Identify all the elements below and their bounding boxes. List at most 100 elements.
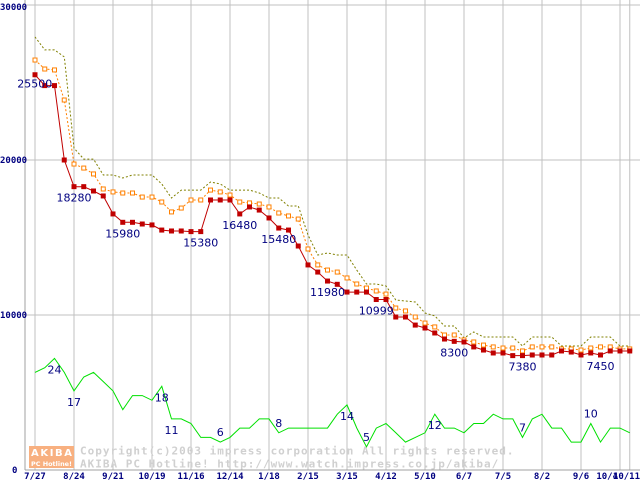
- data-point-min: [588, 350, 594, 356]
- data-point-min: [188, 229, 194, 235]
- x-tick-label: 6/7: [456, 472, 472, 480]
- min-price-label: 15980: [105, 227, 140, 240]
- y-tick-label: 30000: [0, 3, 27, 13]
- data-point-min: [315, 269, 321, 275]
- x-tick-label: 12/14: [216, 472, 244, 480]
- logo-box: [29, 446, 74, 468]
- site-url-text: AKIBA PC Hotline! http://www.watch.impre…: [80, 458, 499, 471]
- data-point-average: [178, 205, 184, 211]
- data-point-average: [110, 189, 116, 195]
- data-point-average: [32, 57, 38, 63]
- data-point-average: [471, 339, 477, 345]
- data-point-average: [139, 194, 145, 200]
- min-price-label: 25500: [17, 78, 52, 91]
- data-point-min: [169, 228, 174, 234]
- data-point-min: [549, 352, 555, 358]
- count-label: 7: [519, 421, 526, 434]
- data-point-min: [32, 72, 38, 78]
- data-point-average: [295, 216, 301, 222]
- data-point-average: [188, 197, 194, 203]
- data-point-average: [373, 288, 379, 294]
- data-point-min: [442, 336, 447, 342]
- data-point-min: [617, 348, 623, 354]
- data-point-min: [325, 278, 330, 284]
- data-point-min: [500, 350, 506, 356]
- data-point-average: [149, 194, 155, 200]
- data-point-average: [432, 324, 438, 330]
- data-point-min: [266, 215, 272, 221]
- data-point-average: [403, 308, 408, 314]
- x-tick-label: 8/2: [534, 472, 550, 480]
- data-point-average: [481, 342, 486, 348]
- data-point-average: [52, 67, 57, 73]
- data-point-average: [549, 344, 555, 350]
- series-line-average: [34, 59, 630, 352]
- data-point-average: [520, 348, 525, 354]
- data-labels: 25500 18280 15980 15380 16480 15480 11980 10999…: [17, 78, 614, 444]
- y-tick-label: 0: [12, 466, 17, 476]
- data-point-average: [315, 262, 321, 268]
- data-point-average: [61, 97, 67, 103]
- data-point-average: [451, 332, 457, 338]
- data-point-min: [247, 204, 252, 210]
- data-point-min: [71, 184, 77, 190]
- x-tick-label: 4/12: [375, 472, 397, 480]
- count-label: 10: [584, 408, 598, 421]
- count-label: 14: [340, 410, 354, 423]
- data-point-min: [539, 352, 545, 358]
- data-point-min: [490, 350, 496, 356]
- data-point-min: [52, 83, 57, 89]
- data-point-average: [578, 347, 584, 353]
- data-point-min: [354, 289, 360, 295]
- data-point-min: [256, 207, 262, 213]
- data-point-average: [286, 213, 291, 219]
- data-point-min: [568, 349, 574, 355]
- count-label: 6: [217, 426, 224, 439]
- data-point-average: [383, 291, 389, 297]
- data-point-average: [159, 199, 165, 205]
- min-price-label: 7380: [509, 361, 537, 374]
- data-point-min: [208, 197, 213, 203]
- x-tick-label: 1/18: [258, 472, 280, 480]
- series-group: [32, 36, 633, 448]
- data-point-min: [344, 289, 350, 295]
- count-label: 18: [155, 391, 169, 404]
- x-tick-label: 11/16: [177, 472, 204, 480]
- data-point-min: [120, 219, 126, 225]
- data-point-average: [529, 344, 535, 350]
- data-point-average: [305, 246, 311, 252]
- data-point-average: [393, 305, 399, 311]
- logo-text-bottom: PC Hotline!: [31, 460, 72, 468]
- min-price-label: 8300: [440, 346, 468, 359]
- data-point-average: [334, 269, 340, 275]
- data-point-min: [520, 353, 525, 359]
- copyright-text: Copyright(c)2003 impress corporation All…: [80, 445, 515, 458]
- x-tick-label: 8/24: [63, 472, 85, 480]
- data-point-min: [481, 347, 486, 353]
- data-point-min: [110, 211, 116, 217]
- data-point-min: [286, 227, 291, 233]
- data-point-average: [42, 66, 48, 72]
- data-point-average: [198, 197, 204, 203]
- grid: [24, 0, 640, 471]
- data-point-average: [588, 345, 594, 351]
- data-point-average: [607, 344, 613, 350]
- x-tick-label: 10/19: [138, 472, 165, 480]
- x-tick-label: 7/5: [495, 472, 511, 480]
- data-point-min: [139, 221, 145, 227]
- data-point-min: [237, 211, 243, 217]
- data-point-average: [247, 200, 252, 206]
- count-label: 8: [275, 417, 282, 430]
- data-point-average: [500, 345, 506, 351]
- data-point-min: [529, 352, 535, 358]
- data-point-average: [217, 189, 223, 195]
- min-price-label: 16480: [222, 219, 257, 232]
- data-point-min: [412, 322, 418, 328]
- data-point-min: [130, 219, 135, 225]
- data-point-min: [295, 243, 301, 249]
- data-point-min: [149, 222, 155, 228]
- series-line-shop-count: [34, 357, 631, 448]
- data-point-average: [510, 345, 516, 351]
- data-point-min: [607, 348, 613, 354]
